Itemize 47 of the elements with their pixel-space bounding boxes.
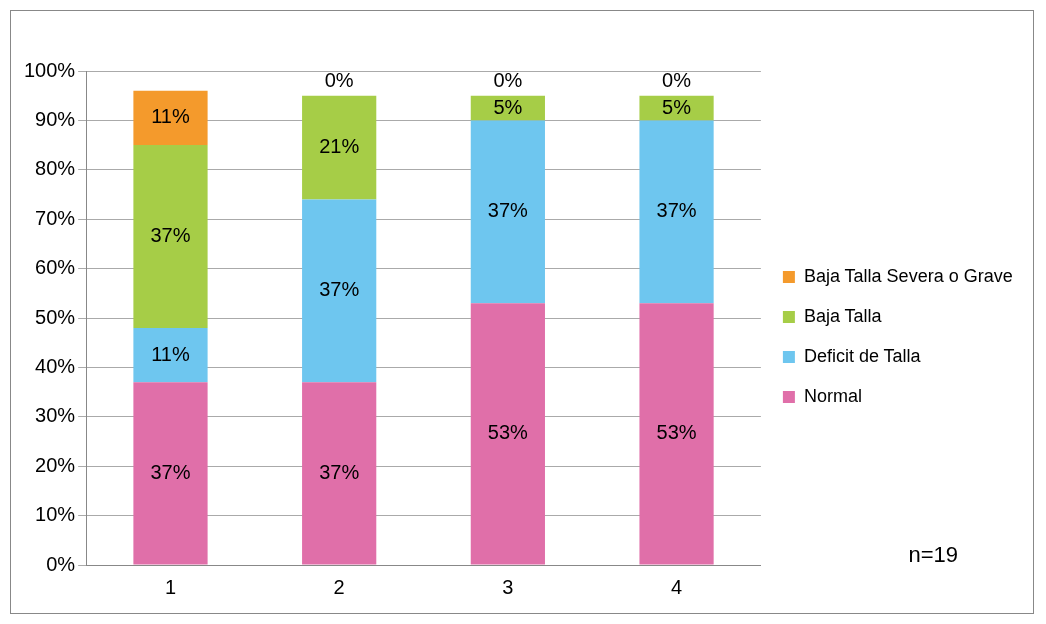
data-label: 5% bbox=[493, 95, 523, 118]
y-tick-label: 70% bbox=[35, 206, 76, 229]
bar bbox=[133, 90, 208, 146]
data-label: 53% bbox=[487, 421, 529, 444]
y-tick-label: 100% bbox=[24, 58, 76, 81]
legend-label: Normal bbox=[803, 385, 862, 406]
data-label: 5% bbox=[662, 95, 692, 118]
y-tick-label: 20% bbox=[35, 453, 76, 476]
data-label: 11% bbox=[151, 342, 190, 365]
bar bbox=[639, 303, 714, 565]
data-label: 0% bbox=[493, 69, 523, 92]
bar bbox=[133, 327, 208, 383]
data-label: 37% bbox=[656, 199, 697, 222]
data-label: 21% bbox=[319, 135, 360, 158]
y-tick-label: 10% bbox=[35, 503, 76, 526]
bar bbox=[639, 120, 714, 304]
legend-label: Baja Talla bbox=[803, 305, 883, 326]
data-label: 37% bbox=[319, 460, 360, 483]
data-label: 37% bbox=[319, 278, 360, 301]
bar bbox=[470, 303, 545, 565]
data-label: 0% bbox=[324, 69, 354, 92]
data-label: 53% bbox=[656, 421, 697, 444]
data-label: 37% bbox=[150, 460, 191, 483]
bar bbox=[302, 382, 377, 565]
y-tick-label: 60% bbox=[35, 256, 76, 279]
x-tick-label: 4 bbox=[670, 575, 683, 598]
y-tick-label: 40% bbox=[35, 354, 76, 377]
x-tick-label: 3 bbox=[502, 575, 514, 598]
data-label: 37% bbox=[487, 199, 529, 222]
bar bbox=[133, 382, 208, 565]
text: n=19 bbox=[908, 542, 958, 568]
y-tick-label: 0% bbox=[46, 552, 76, 575]
y-tick-label: 30% bbox=[35, 404, 76, 427]
legend-label: Deficit de Talla bbox=[803, 345, 922, 366]
y-tick-label: 80% bbox=[35, 157, 76, 180]
y-tick-label: 50% bbox=[35, 305, 76, 328]
legend-label: Baja Talla Severa o Grave bbox=[803, 265, 1013, 286]
y-tick-label: 90% bbox=[35, 107, 76, 130]
bar bbox=[133, 145, 208, 328]
bar bbox=[302, 95, 377, 200]
data-label: 37% bbox=[150, 224, 191, 247]
data-label: 0% bbox=[662, 69, 692, 92]
bar bbox=[302, 199, 377, 383]
data-label: 11% bbox=[151, 105, 190, 128]
x-tick-label: 2 bbox=[333, 575, 345, 598]
bar bbox=[470, 120, 545, 304]
x-tick-label: 1 bbox=[164, 575, 177, 598]
